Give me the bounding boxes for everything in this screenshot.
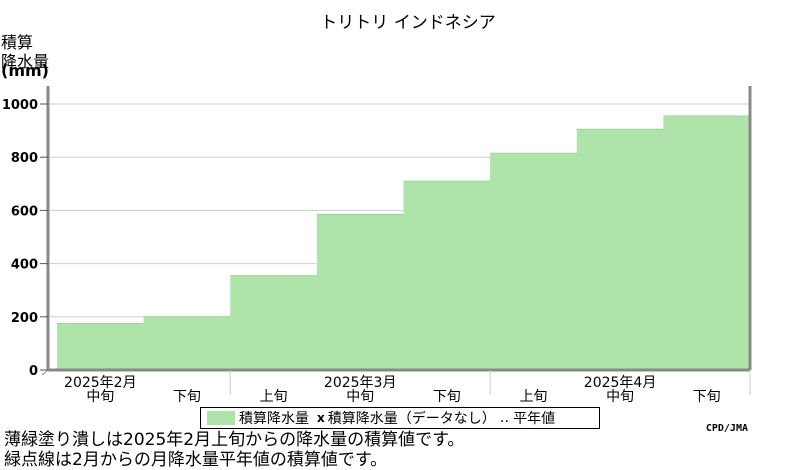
credit-label: CPD/JMA (706, 423, 748, 434)
x-tick-label: 下旬 (173, 389, 201, 405)
y-axis-label-line: 降水量 (1, 52, 49, 71)
area-step-bar (143, 316, 231, 370)
x-month-label: 2025年2月 (64, 375, 137, 391)
y-axis-label: 積算降水量(mm) (1, 33, 49, 80)
y-axis-label-line: (mm) (1, 61, 49, 80)
x-month-label: 2025年3月 (324, 375, 397, 391)
footnote-2: 緑点線は2月からの月降水量平年値の積算値です。 (4, 450, 388, 470)
x-tick-label: 下旬 (433, 389, 461, 405)
plot-frame (41, 86, 752, 376)
y-axis-label-line: 積算 (1, 33, 33, 52)
y-tick-label: 0 (29, 364, 38, 379)
y-tick-label: 1000 (2, 98, 38, 113)
legend-swatch-accumulated (207, 411, 235, 425)
area-step-bar (230, 275, 318, 370)
chart-title: トリトリ インドネシア (320, 13, 495, 33)
x-tick-label: 中旬 (86, 389, 114, 405)
x-tick-label: 下旬 (693, 389, 721, 405)
area-step-bar (57, 323, 145, 370)
area-step-bar (490, 153, 578, 370)
legend-label-no-data: 積算降水量（データなし） (327, 411, 496, 427)
y-tick-label: 600 (11, 204, 38, 219)
x-tick-label: 中旬 (346, 389, 374, 405)
y-tick-label: 800 (11, 151, 38, 166)
legend-dotted-line-icon: ‥ (499, 410, 511, 426)
area-step-bar (316, 214, 404, 370)
x-axis-labels: 中旬 下旬 上旬 中旬 下旬 上旬 中旬 下旬 2025年2月 2025年3月 2025年4月 (64, 370, 751, 405)
x-axis-corner (41, 369, 49, 376)
footnote-1: 薄緑塗り潰しは2025年2月上旬からの降水量の積算値です。 (4, 430, 465, 450)
y-tick-label: 400 (11, 258, 38, 273)
x-tick-label: 中旬 (606, 389, 634, 405)
legend-marker-x-icon: x (317, 411, 325, 425)
x-tick-label: 上旬 (260, 389, 288, 405)
plot-area (57, 115, 751, 370)
area-step-bar (576, 129, 664, 370)
legend-label-accumulated: 積算降水量 (239, 411, 309, 427)
legend-label-normal: 平年値 (513, 411, 556, 427)
area-step-bar (403, 181, 491, 370)
x-tick-label: 上旬 (519, 389, 547, 405)
legend: 積算降水量 x 積算降水量（データなし） ‥ 平年値 (200, 407, 600, 429)
x-month-label: 2025年4月 (584, 375, 657, 391)
area-step-bar (663, 115, 751, 370)
y-axis-ticks: 0 200 400 600 800 1000 (2, 98, 48, 379)
y-tick-label: 200 (11, 311, 38, 326)
